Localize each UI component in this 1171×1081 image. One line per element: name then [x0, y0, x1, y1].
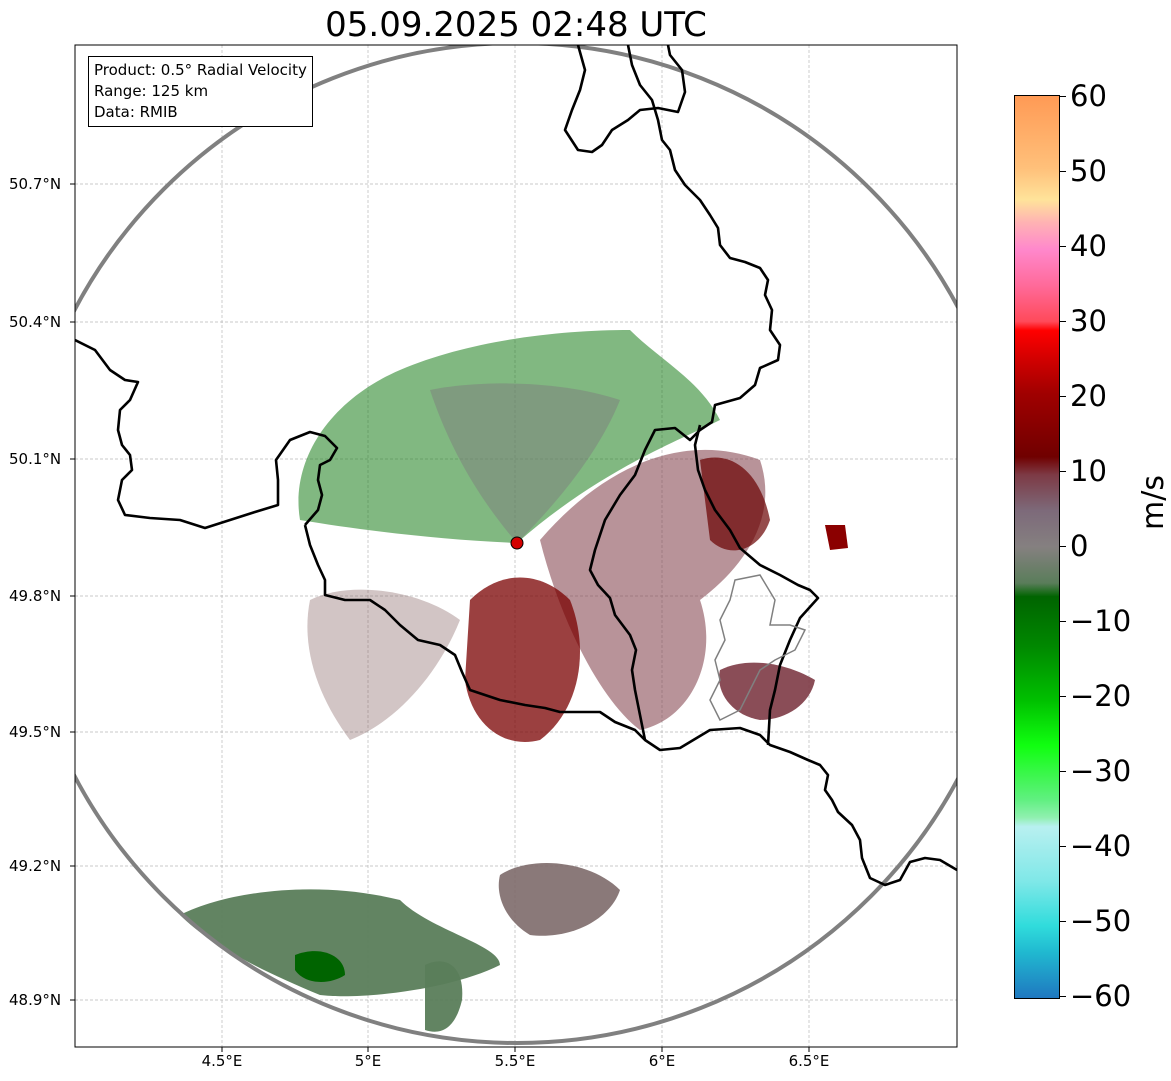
region-borders [709, 574, 807, 722]
border-france-belgium-west [75, 338, 339, 530]
colorbar-tick-label: −10 [1070, 604, 1132, 638]
border-germany-northeast [563, 45, 687, 154]
echo-area-south-mauve [498, 863, 620, 936]
colorbar-tick-mark [1059, 321, 1066, 322]
echo-area-west-mixed [307, 589, 460, 740]
colorbar-tick-mark [1059, 771, 1066, 772]
lat-label: 50.7°N [9, 175, 62, 193]
lat-label: 49.5°N [9, 723, 62, 741]
lat-label: 50.1°N [9, 450, 62, 468]
lon-label: 6°E [648, 1052, 676, 1070]
velocity-colorbar [1014, 95, 1060, 999]
colorbar-tick-label: 10 [1070, 454, 1107, 488]
colorbar-tick-mark [1059, 846, 1066, 847]
echo-area-southwest-dark [295, 951, 345, 982]
colorbar-tick-mark [1059, 621, 1066, 622]
colorbar-tick-mark [1059, 546, 1066, 547]
echo-area-south-darkred [465, 577, 580, 742]
colorbar-tick-label: −20 [1070, 679, 1132, 713]
product-info-box: Product: 0.5° Radial Velocity Range: 125… [88, 56, 313, 127]
colorbar-tick-label: −60 [1070, 979, 1132, 1013]
lat-label: 48.9°N [9, 991, 62, 1009]
data-source-line: Data: RMIB [94, 103, 178, 121]
colorbar-tick-label: 0 [1070, 529, 1089, 563]
colorbar-tick-label: 50 [1070, 154, 1107, 188]
border-germany-east [693, 424, 820, 746]
echo-area-southwest-green [180, 889, 500, 997]
colorbar-unit-label: m/s [1136, 475, 1171, 530]
border-luxembourg-germany [588, 45, 782, 741]
colorbar-tick-label: 60 [1070, 79, 1107, 113]
colorbar-tick-label: 30 [1070, 304, 1107, 338]
colorbar-tick-label: −50 [1070, 904, 1132, 938]
lon-label: 4.5°E [201, 1052, 243, 1070]
product-line: Product: 0.5° Radial Velocity [94, 61, 307, 79]
lat-label: 49.8°N [9, 587, 62, 605]
border-belgium-luxembourg [303, 524, 957, 887]
echo-area-east-cell [825, 525, 848, 550]
lon-label: 5°E [354, 1052, 382, 1070]
colorbar-tick-label: −40 [1070, 829, 1132, 863]
colorbar-tick-mark [1059, 96, 1066, 97]
lat-label: 49.2°N [9, 857, 62, 875]
colorbar-tick-label: −30 [1070, 754, 1132, 788]
lat-label: 50.4°N [9, 313, 62, 331]
map-title: 05.09.2025 02:48 UTC [325, 5, 707, 45]
radar-echoes [180, 330, 848, 1032]
colorbar-tick-mark [1059, 171, 1066, 172]
radar-site-marker [510, 536, 524, 550]
axis-ticks [70, 183, 810, 1052]
echo-area-south-green2 [425, 961, 463, 1032]
lon-label: 5.5°E [494, 1052, 536, 1070]
colorbar-tick-label: 20 [1070, 379, 1107, 413]
range-ring [75, 45, 957, 1045]
colorbar-tick-mark [1059, 396, 1066, 397]
colorbar-tick-mark [1059, 696, 1066, 697]
map-frame-border [74, 44, 958, 1048]
colorbar-tick-mark [1059, 996, 1066, 997]
country-borders [75, 45, 957, 887]
echo-area-far-east-maroon [700, 457, 770, 551]
lon-label: 6.5°E [788, 1052, 830, 1070]
range-line: Range: 125 km [94, 82, 209, 100]
echo-area-southeast-maroon [719, 662, 815, 720]
echo-area-north-gray [430, 383, 620, 543]
colorbar-tick-mark [1059, 471, 1066, 472]
colorbar-tick-label: 40 [1070, 229, 1107, 263]
colorbar-tick-mark [1059, 921, 1066, 922]
colorbar-tick-mark [1059, 246, 1066, 247]
